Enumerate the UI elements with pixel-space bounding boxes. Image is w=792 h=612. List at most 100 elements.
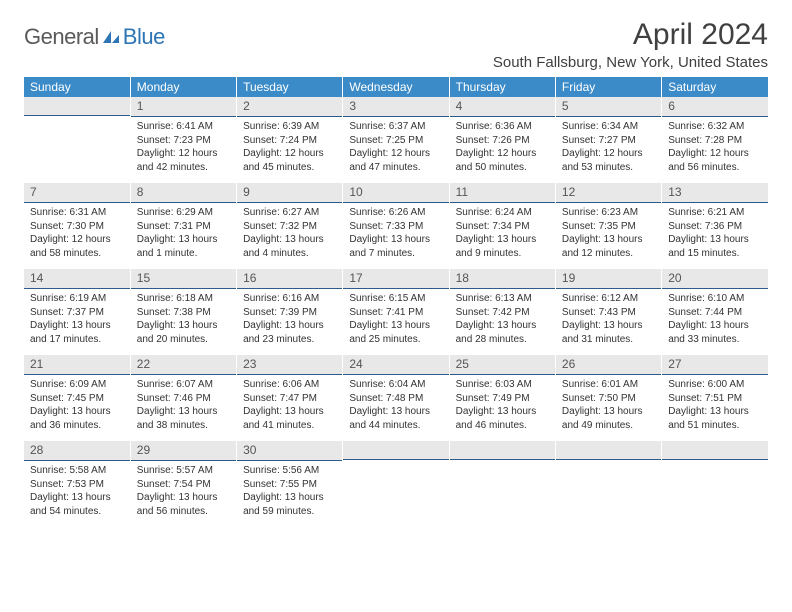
day-content: Sunrise: 6:29 AMSunset: 7:31 PMDaylight:… <box>131 203 236 264</box>
sunrise-line: Sunrise: 6:37 AM <box>349 120 442 134</box>
sunrise-line: Sunrise: 6:41 AM <box>137 120 230 134</box>
location: South Fallsburg, New York, United States <box>493 54 768 71</box>
sunset-line: Sunset: 7:41 PM <box>349 306 442 320</box>
sunrise-line: Sunrise: 6:24 AM <box>456 206 549 220</box>
sunset-line: Sunset: 7:27 PM <box>562 134 655 148</box>
sunrise-line: Sunrise: 6:23 AM <box>562 206 655 220</box>
logo-sail-icon <box>101 29 121 45</box>
day-number: 15 <box>131 269 236 288</box>
sunset-line: Sunset: 7:36 PM <box>668 220 762 234</box>
daylight-line: Daylight: 13 hours and 51 minutes. <box>668 405 762 432</box>
calendar-week-row: 7Sunrise: 6:31 AMSunset: 7:30 PMDaylight… <box>24 183 768 269</box>
day-content <box>662 460 768 510</box>
sunset-line: Sunset: 7:37 PM <box>30 306 124 320</box>
calendar-day-cell: 9Sunrise: 6:27 AMSunset: 7:32 PMDaylight… <box>237 183 343 269</box>
day-content: Sunrise: 6:00 AMSunset: 7:51 PMDaylight:… <box>662 375 768 436</box>
calendar-day-cell: 25Sunrise: 6:03 AMSunset: 7:49 PMDayligh… <box>449 355 555 441</box>
day-content: Sunrise: 6:03 AMSunset: 7:49 PMDaylight:… <box>450 375 555 436</box>
day-content: Sunrise: 6:10 AMSunset: 7:44 PMDaylight:… <box>662 289 768 350</box>
sunrise-line: Sunrise: 6:06 AM <box>243 378 336 392</box>
day-content: Sunrise: 6:15 AMSunset: 7:41 PMDaylight:… <box>343 289 448 350</box>
sunrise-line: Sunrise: 6:26 AM <box>349 206 442 220</box>
sunrise-line: Sunrise: 6:16 AM <box>243 292 336 306</box>
calendar-day-cell: 16Sunrise: 6:16 AMSunset: 7:39 PMDayligh… <box>237 269 343 355</box>
weekday-header: Tuesday <box>237 77 343 97</box>
daylight-line: Daylight: 12 hours and 47 minutes. <box>349 147 442 174</box>
calendar-day-cell: 8Sunrise: 6:29 AMSunset: 7:31 PMDaylight… <box>130 183 236 269</box>
sunset-line: Sunset: 7:31 PM <box>137 220 230 234</box>
calendar-day-cell: 2Sunrise: 6:39 AMSunset: 7:24 PMDaylight… <box>237 97 343 183</box>
sunrise-line: Sunrise: 6:27 AM <box>243 206 336 220</box>
sunset-line: Sunset: 7:24 PM <box>243 134 336 148</box>
day-content: Sunrise: 6:31 AMSunset: 7:30 PMDaylight:… <box>24 203 130 264</box>
sunrise-line: Sunrise: 6:00 AM <box>668 378 762 392</box>
calendar-day-cell: 12Sunrise: 6:23 AMSunset: 7:35 PMDayligh… <box>555 183 661 269</box>
day-content: Sunrise: 5:56 AMSunset: 7:55 PMDaylight:… <box>237 461 342 522</box>
sunset-line: Sunset: 7:53 PM <box>30 478 124 492</box>
day-number: 26 <box>556 355 661 374</box>
sunrise-line: Sunrise: 6:18 AM <box>137 292 230 306</box>
daylight-line: Daylight: 13 hours and 56 minutes. <box>137 491 230 518</box>
day-content: Sunrise: 6:16 AMSunset: 7:39 PMDaylight:… <box>237 289 342 350</box>
day-number: 10 <box>343 183 448 202</box>
logo-text-blue: Blue <box>123 24 165 50</box>
day-content <box>450 460 555 510</box>
calendar-day-cell: 6Sunrise: 6:32 AMSunset: 7:28 PMDaylight… <box>662 97 768 183</box>
daylight-line: Daylight: 12 hours and 53 minutes. <box>562 147 655 174</box>
sunset-line: Sunset: 7:44 PM <box>668 306 762 320</box>
day-number: 9 <box>237 183 342 202</box>
sunrise-line: Sunrise: 6:07 AM <box>137 378 230 392</box>
calendar-week-row: 14Sunrise: 6:19 AMSunset: 7:37 PMDayligh… <box>24 269 768 355</box>
day-number: 6 <box>662 97 768 116</box>
calendar-day-cell: 29Sunrise: 5:57 AMSunset: 7:54 PMDayligh… <box>130 441 236 527</box>
weekday-header: Wednesday <box>343 77 449 97</box>
calendar-day-cell: 18Sunrise: 6:13 AMSunset: 7:42 PMDayligh… <box>449 269 555 355</box>
calendar-week-row: 21Sunrise: 6:09 AMSunset: 7:45 PMDayligh… <box>24 355 768 441</box>
calendar-day-cell: 22Sunrise: 6:07 AMSunset: 7:46 PMDayligh… <box>130 355 236 441</box>
day-number: 13 <box>662 183 768 202</box>
weekday-header: Friday <box>555 77 661 97</box>
month-title: April 2024 <box>493 18 768 52</box>
daylight-line: Daylight: 13 hours and 49 minutes. <box>562 405 655 432</box>
calendar-day-cell: 3Sunrise: 6:37 AMSunset: 7:25 PMDaylight… <box>343 97 449 183</box>
calendar-day-cell: 5Sunrise: 6:34 AMSunset: 7:27 PMDaylight… <box>555 97 661 183</box>
calendar-day-cell: 15Sunrise: 6:18 AMSunset: 7:38 PMDayligh… <box>130 269 236 355</box>
daylight-line: Daylight: 12 hours and 58 minutes. <box>30 233 124 260</box>
sunrise-line: Sunrise: 5:57 AM <box>137 464 230 478</box>
sunrise-line: Sunrise: 6:39 AM <box>243 120 336 134</box>
calendar-day-cell: 30Sunrise: 5:56 AMSunset: 7:55 PMDayligh… <box>237 441 343 527</box>
day-number: 11 <box>450 183 555 202</box>
daylight-line: Daylight: 13 hours and 25 minutes. <box>349 319 442 346</box>
sunset-line: Sunset: 7:48 PM <box>349 392 442 406</box>
calendar-day-cell: 27Sunrise: 6:00 AMSunset: 7:51 PMDayligh… <box>662 355 768 441</box>
day-content: Sunrise: 6:13 AMSunset: 7:42 PMDaylight:… <box>450 289 555 350</box>
daylight-line: Daylight: 12 hours and 45 minutes. <box>243 147 336 174</box>
sunrise-line: Sunrise: 6:13 AM <box>456 292 549 306</box>
calendar-day-cell: 7Sunrise: 6:31 AMSunset: 7:30 PMDaylight… <box>24 183 130 269</box>
logo-text-general: General <box>24 24 99 50</box>
day-number: 14 <box>24 269 130 288</box>
calendar-empty-cell <box>662 441 768 527</box>
sunset-line: Sunset: 7:46 PM <box>137 392 230 406</box>
sunrise-line: Sunrise: 6:09 AM <box>30 378 124 392</box>
sunrise-line: Sunrise: 6:29 AM <box>137 206 230 220</box>
calendar-week-row: 1Sunrise: 6:41 AMSunset: 7:23 PMDaylight… <box>24 97 768 183</box>
day-number <box>556 441 661 459</box>
daylight-line: Daylight: 13 hours and 15 minutes. <box>668 233 762 260</box>
daylight-line: Daylight: 13 hours and 31 minutes. <box>562 319 655 346</box>
calendar-day-cell: 17Sunrise: 6:15 AMSunset: 7:41 PMDayligh… <box>343 269 449 355</box>
calendar-day-cell: 24Sunrise: 6:04 AMSunset: 7:48 PMDayligh… <box>343 355 449 441</box>
day-number: 4 <box>450 97 555 116</box>
sunset-line: Sunset: 7:38 PM <box>137 306 230 320</box>
sunset-line: Sunset: 7:23 PM <box>137 134 230 148</box>
sunset-line: Sunset: 7:34 PM <box>456 220 549 234</box>
sunset-line: Sunset: 7:45 PM <box>30 392 124 406</box>
sunset-line: Sunset: 7:32 PM <box>243 220 336 234</box>
day-content: Sunrise: 6:18 AMSunset: 7:38 PMDaylight:… <box>131 289 236 350</box>
day-content: Sunrise: 6:37 AMSunset: 7:25 PMDaylight:… <box>343 117 448 178</box>
day-number: 22 <box>131 355 236 374</box>
sunrise-line: Sunrise: 6:01 AM <box>562 378 655 392</box>
day-number: 8 <box>131 183 236 202</box>
day-content: Sunrise: 6:24 AMSunset: 7:34 PMDaylight:… <box>450 203 555 264</box>
sunrise-line: Sunrise: 6:03 AM <box>456 378 549 392</box>
